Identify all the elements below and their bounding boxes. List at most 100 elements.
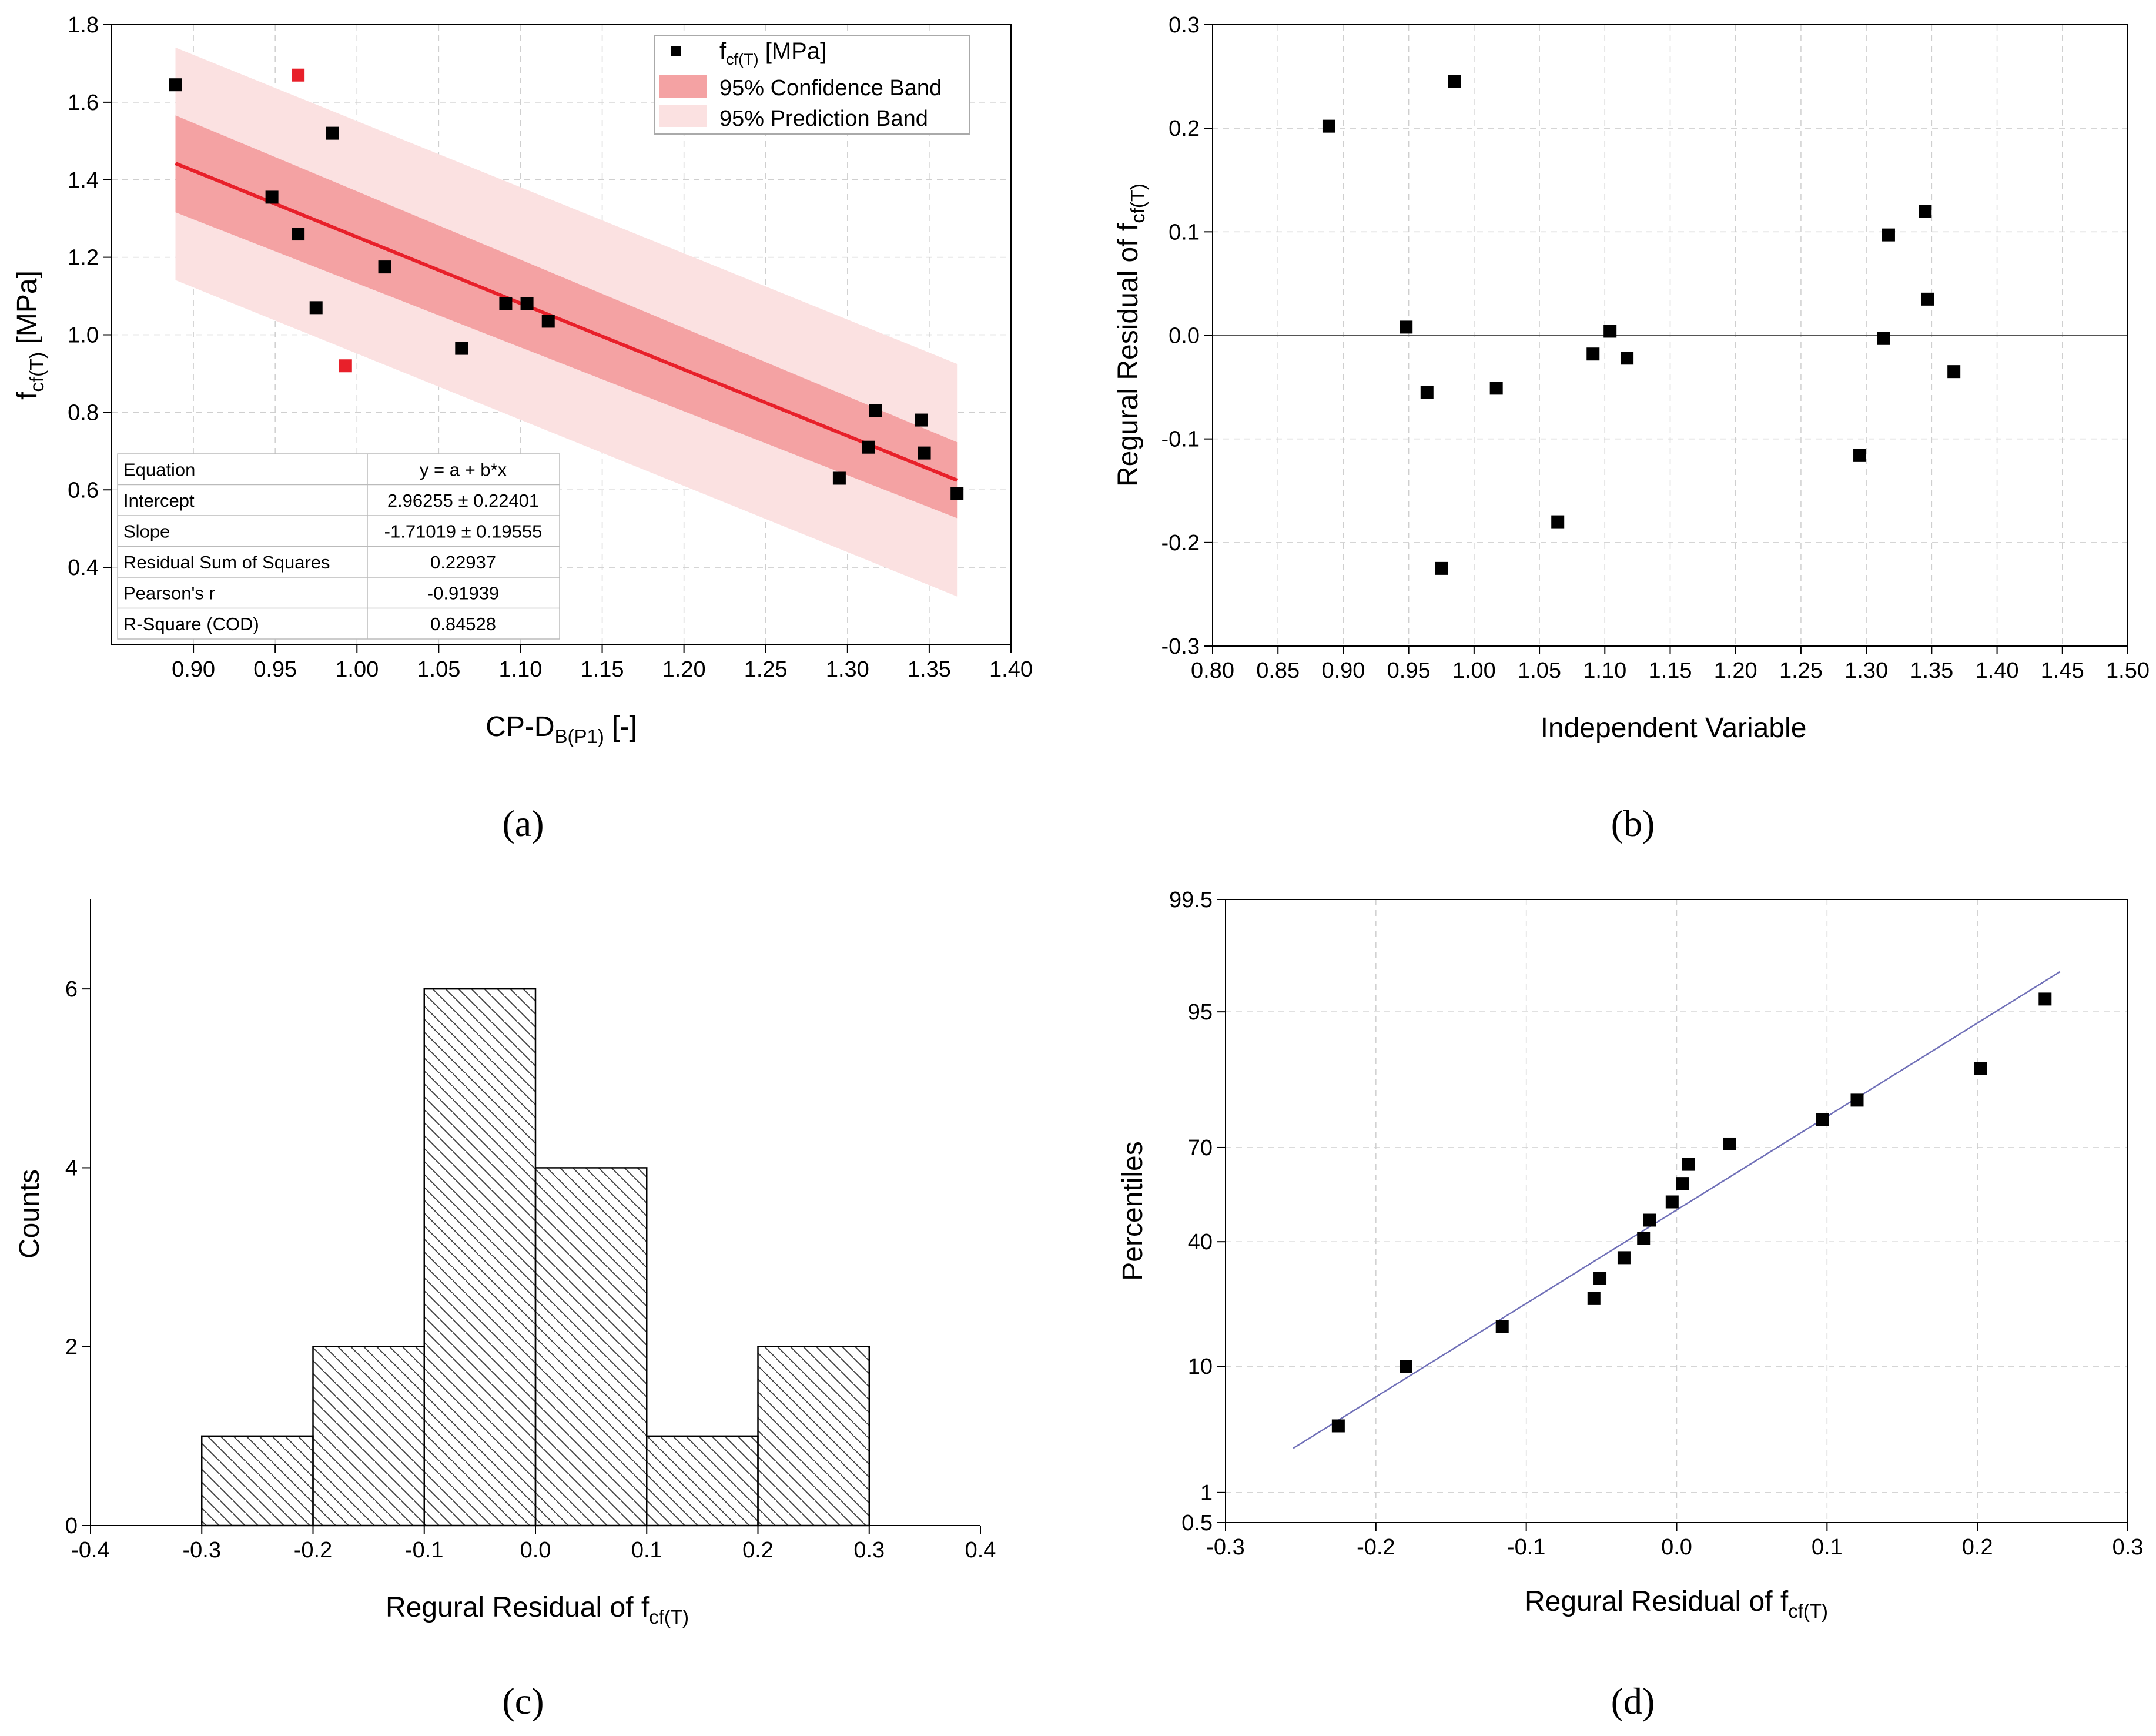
outlier-point: [292, 68, 305, 82]
x-tick-label: 0.3: [2113, 1535, 2144, 1560]
legend-label-points: fcf(T) [MPa]: [719, 38, 826, 68]
panel-d-y-axis-label: Percentiles: [1117, 1141, 1149, 1280]
x-tick-label: 1.15: [1649, 658, 1692, 683]
y-tick-label: 6: [65, 977, 78, 1002]
x-tick-label: 1.35: [1910, 658, 1953, 683]
panel-b-residual-points: [1322, 75, 1961, 575]
x-tick-label: 0.80: [1191, 658, 1234, 683]
panel-c-label: (c): [502, 1680, 544, 1722]
residual-point: [1853, 449, 1867, 462]
data-point: [869, 404, 882, 417]
data-point: [169, 78, 182, 92]
y-tick-label: 0: [65, 1514, 78, 1538]
residual-point: [1877, 332, 1890, 345]
residual-point: [1489, 382, 1503, 395]
data-point: [520, 297, 534, 310]
x-tick-label: 0.3: [853, 1538, 885, 1563]
y-tick-label: 1.0: [68, 323, 99, 348]
x-tick-label: 1.50: [2106, 658, 2150, 683]
x-tick-label: -0.4: [71, 1538, 109, 1563]
percentile-point: [1331, 1419, 1345, 1433]
y-tick-label: 99.5: [1169, 888, 1213, 912]
y-tick-label: 0.4: [68, 556, 99, 580]
y-tick-label: -0.3: [1161, 634, 1200, 659]
y-tick-label: 1: [1200, 1481, 1213, 1506]
residual-point: [1420, 386, 1434, 399]
percentile-point: [1682, 1158, 1695, 1171]
y-tick-label: 95: [1188, 1000, 1213, 1025]
panel-a-y-axis-label: fcf(T) [MPa]: [12, 270, 48, 400]
linear-fit-line: [175, 162, 958, 482]
panel-c-x-ticks: -0.4 -0.3 -0.2 -0.1 0.0 0.1 0.2 0.3 0.4: [71, 1526, 996, 1563]
histogram-bar: [312, 1346, 425, 1527]
x-tick-label: 1.40: [989, 657, 1033, 682]
x-tick-label: 1.40: [1976, 658, 2019, 683]
x-tick-label: 1.05: [1518, 658, 1561, 683]
stats-row-name: Residual Sum of Squares: [123, 552, 330, 573]
percentile-point: [1974, 1062, 1987, 1075]
percentile-point: [1587, 1292, 1601, 1305]
y-tick-label: 0.1: [1169, 220, 1200, 245]
fit-statistics-table: Equation y = a + b*x Intercept 2.96255 ± 0.…: [117, 453, 560, 640]
x-tick-label: 0.90: [172, 657, 215, 682]
panel-b-y-ticks: -0.3 -0.2 -0.1 0.0 0.1 0.2 0.3: [1161, 13, 1213, 659]
stats-row-value: -1.71019 ± 0.19555: [384, 521, 543, 541]
residual-point: [1921, 292, 1934, 306]
x-tick-label: 1.25: [744, 657, 788, 682]
y-tick-label: -0.1: [1161, 427, 1200, 452]
panel-a-y-ticks: 0.4 0.6 0.8 1.0 1.2 1.4 1.6 1.8: [68, 13, 112, 580]
data-point: [326, 126, 339, 140]
percentile-point: [1593, 1272, 1607, 1285]
panel-c-y-axis-label: Counts: [14, 1169, 45, 1259]
data-point: [265, 190, 279, 204]
residual-point: [1322, 119, 1335, 133]
data-point: [292, 228, 305, 241]
panel-d-percentile-points: [1331, 992, 2052, 1433]
histogram-bar: [201, 1435, 314, 1527]
legend-label-prediction: 95% Prediction Band: [719, 106, 928, 131]
x-tick-label: 1.25: [1779, 658, 1823, 683]
residual-point: [1435, 561, 1448, 575]
x-tick-label: 1.30: [1844, 658, 1888, 683]
histogram-bar: [534, 1167, 648, 1527]
percentile-point: [1495, 1320, 1509, 1333]
panel-d-y-ticks: 0.5 1 10 40 70 95 99.5: [1169, 888, 1226, 1536]
x-tick-label: 1.45: [2041, 658, 2084, 683]
residual-point: [1947, 365, 1961, 379]
x-tick-label: 0.0: [1661, 1535, 1692, 1560]
y-tick-label: 0.0: [1169, 324, 1200, 349]
data-point: [455, 342, 468, 355]
confidence-band: [175, 115, 958, 519]
percentile-point: [1617, 1251, 1631, 1265]
residual-point: [1586, 347, 1600, 361]
x-tick-label: 1.05: [417, 657, 460, 682]
y-tick-label: 1.4: [68, 168, 99, 193]
y-tick-label: 1.2: [68, 246, 99, 270]
residual-point: [1603, 325, 1617, 338]
y-tick-label: 0.8: [68, 400, 99, 425]
histogram-bar: [757, 1346, 870, 1527]
outlier-point: [339, 359, 352, 373]
stats-row-value: y = a + b*x: [420, 459, 507, 480]
y-tick-label: 4: [65, 1156, 78, 1180]
y-tick-label: 1.8: [68, 13, 99, 38]
panel-a-x-axis-label: CP-DB(P1) [-]: [486, 711, 637, 747]
panel-a-outlier-points: [292, 68, 352, 373]
panel-c-y-ticks: 0 2 4 6: [65, 977, 91, 1538]
histogram-bars: [201, 988, 870, 1527]
panel-a-data-points: [169, 78, 964, 500]
x-tick-label: 1.20: [1714, 658, 1757, 683]
x-tick-label: 0.0: [520, 1538, 551, 1563]
data-point: [950, 487, 964, 500]
x-tick-label: 0.1: [631, 1538, 662, 1563]
residual-point: [1400, 320, 1413, 334]
x-tick-label: 1.00: [335, 657, 379, 682]
stats-row-name: Equation: [123, 459, 195, 480]
percentile-point: [1676, 1177, 1689, 1190]
residual-point: [1919, 205, 1932, 218]
normal-reference-line: [1293, 971, 2061, 1449]
percentile-point: [1850, 1093, 1864, 1107]
stats-row-value: 0.22937: [430, 552, 496, 573]
legend-marker-point: [671, 46, 681, 56]
x-tick-label: 1.10: [498, 657, 542, 682]
